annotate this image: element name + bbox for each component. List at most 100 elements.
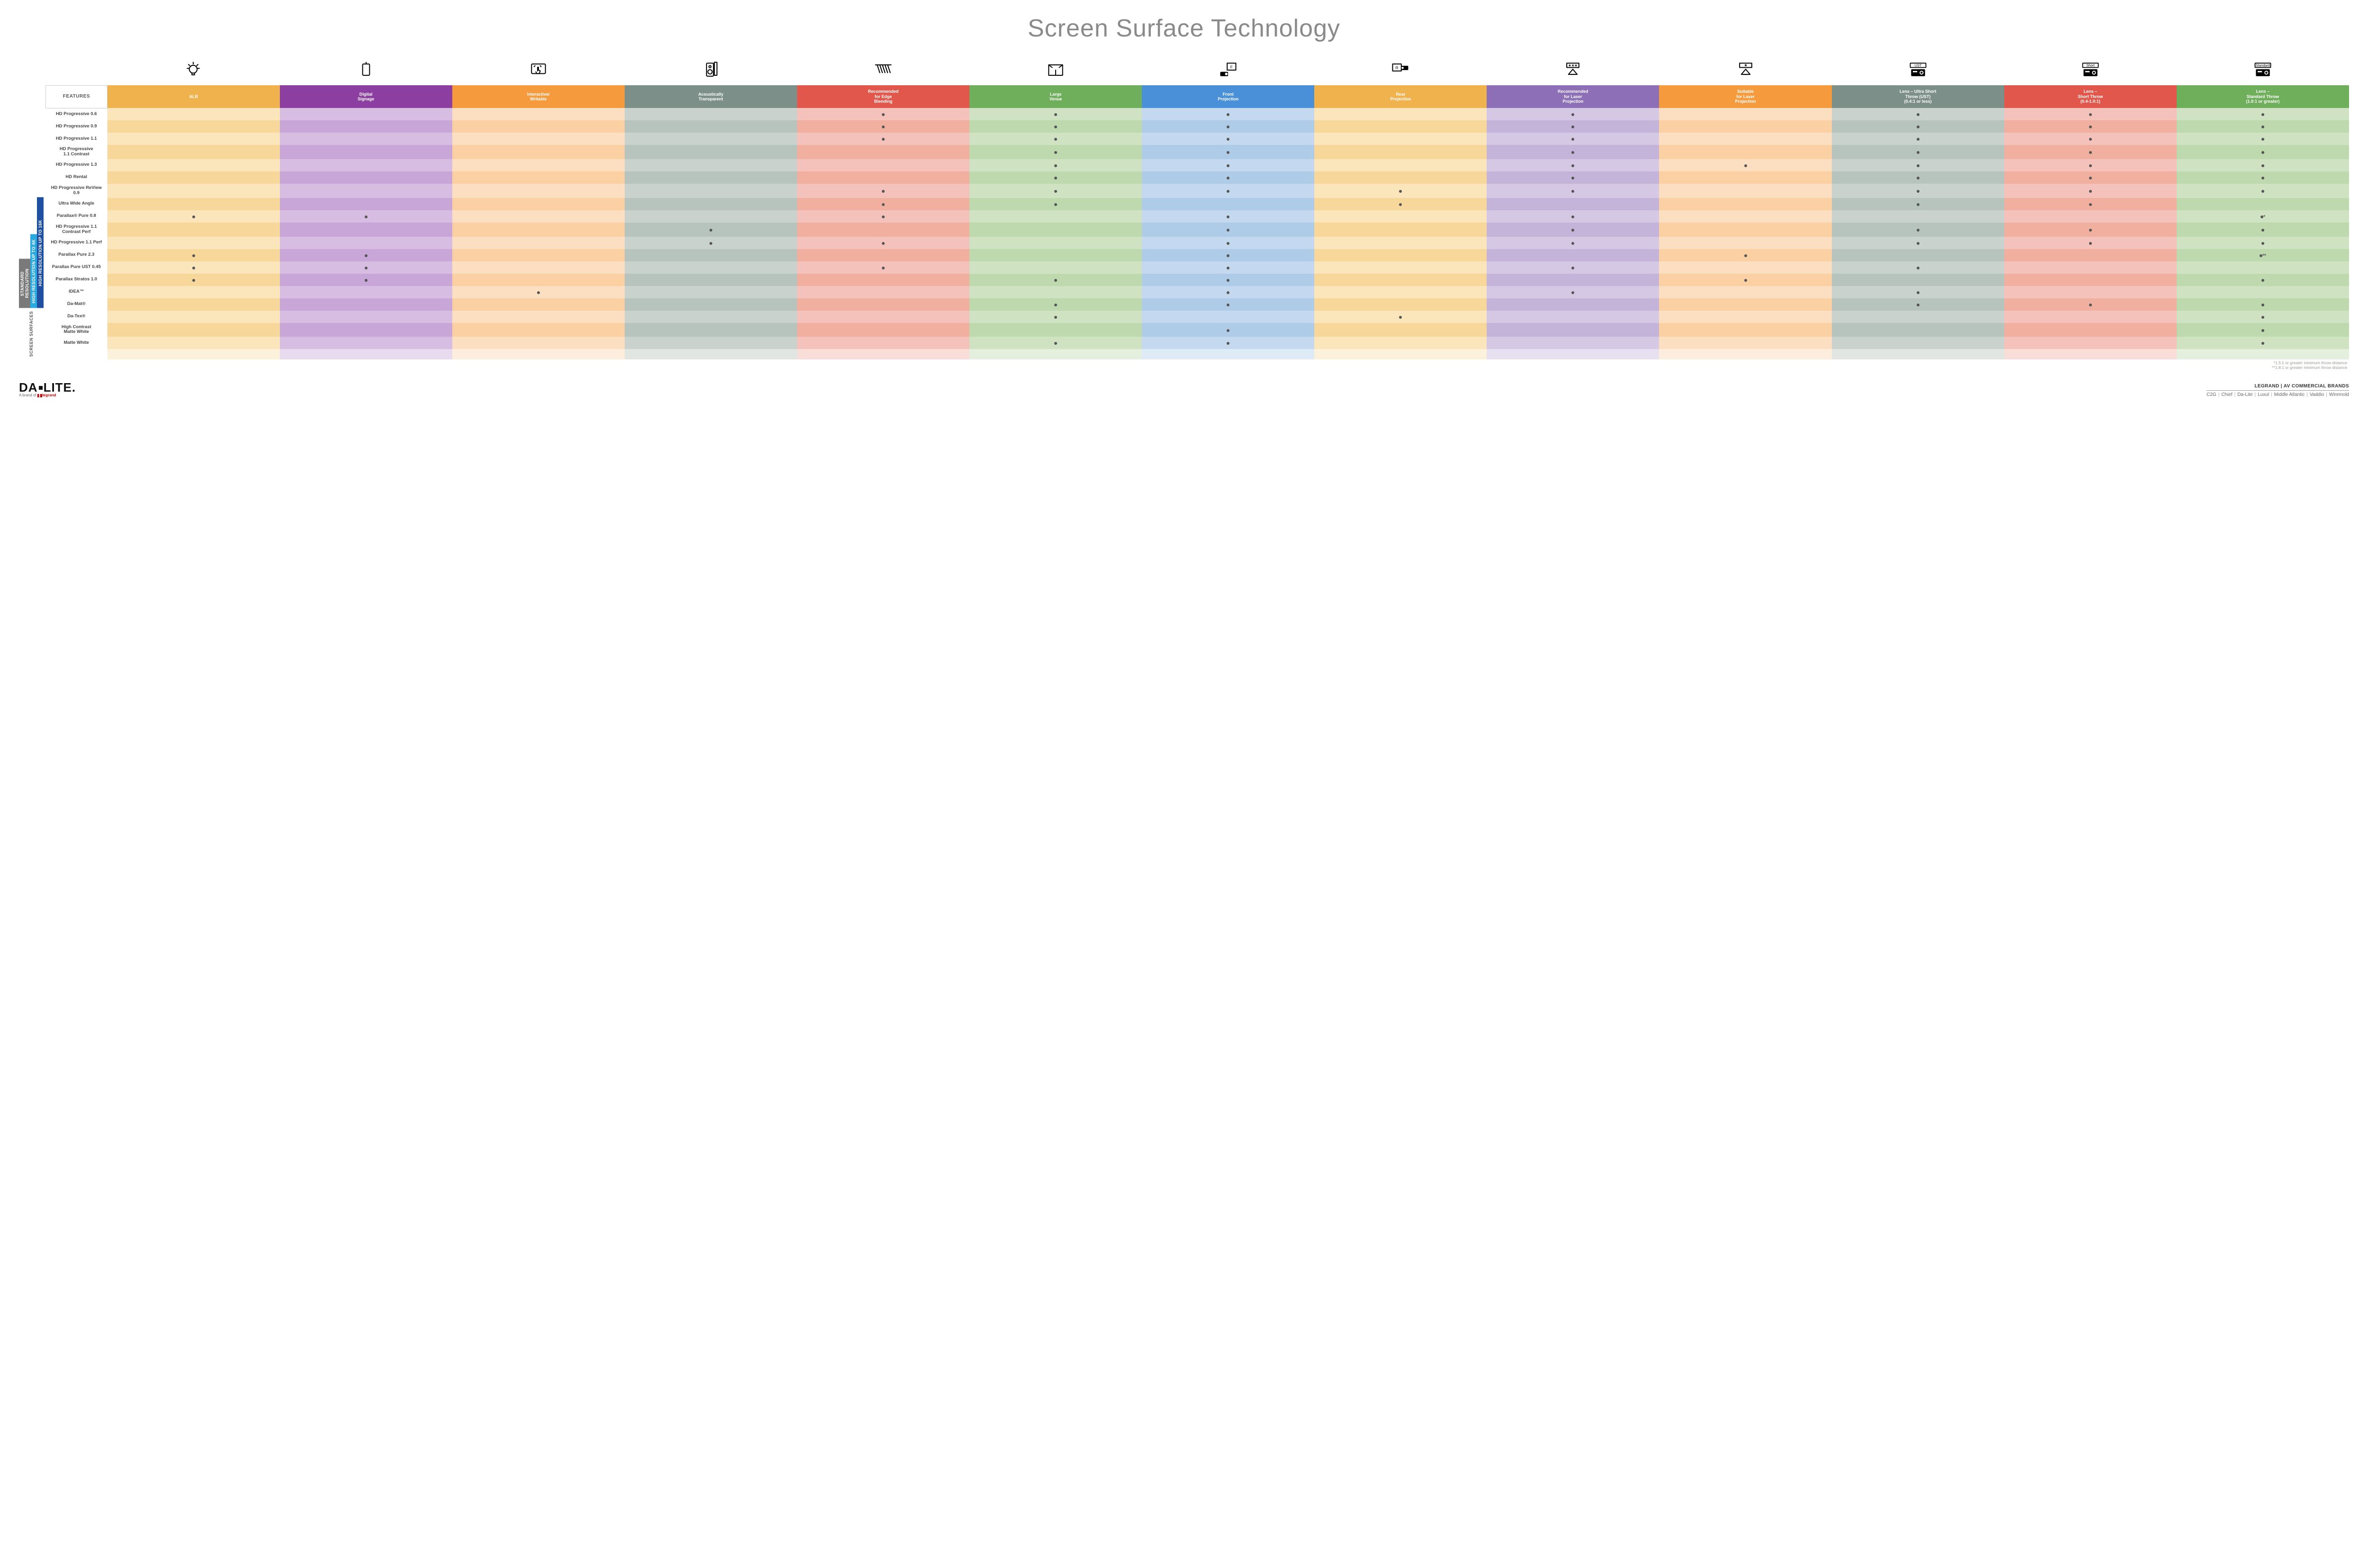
cell bbox=[969, 274, 1142, 286]
cell bbox=[108, 120, 280, 133]
cell bbox=[1832, 323, 2004, 337]
cell bbox=[280, 298, 452, 311]
cell bbox=[1832, 133, 2004, 145]
cell bbox=[280, 311, 452, 323]
row-label: Parallax Stratos 1.0 bbox=[46, 274, 108, 286]
cell bbox=[280, 223, 452, 237]
table-row: HD Progressive 0.9 bbox=[46, 120, 2350, 133]
column-icon-alr bbox=[108, 57, 280, 85]
cell bbox=[1487, 108, 1659, 120]
cell bbox=[1659, 298, 1831, 311]
cell bbox=[1487, 145, 1659, 159]
footer-brand: Vaddio bbox=[2310, 392, 2324, 397]
cell bbox=[1314, 237, 1487, 249]
cell bbox=[280, 323, 452, 337]
cell bbox=[1142, 184, 1314, 198]
row-label: Parallax® Pure 0.8 bbox=[46, 210, 108, 223]
cell bbox=[108, 274, 280, 286]
column-header-front: FrontProjection bbox=[1142, 85, 1314, 108]
cell bbox=[797, 171, 969, 184]
cell bbox=[1832, 198, 2004, 210]
cell bbox=[280, 286, 452, 298]
cell bbox=[1659, 249, 1831, 261]
row-label: HD Progressive 1.1Contrast Perf bbox=[46, 223, 108, 237]
cell bbox=[108, 198, 280, 210]
cell bbox=[1832, 171, 2004, 184]
cell bbox=[2177, 261, 2349, 274]
row-label: HD Progressive 1.3 bbox=[46, 159, 108, 171]
cell bbox=[1142, 298, 1314, 311]
cell bbox=[625, 133, 797, 145]
column-icon-front: F bbox=[1142, 57, 1314, 85]
cell bbox=[1142, 249, 1314, 261]
cell bbox=[797, 145, 969, 159]
cell bbox=[2004, 311, 2177, 323]
cell bbox=[797, 286, 969, 298]
cell bbox=[2004, 133, 2177, 145]
cell bbox=[2004, 171, 2177, 184]
cell bbox=[625, 108, 797, 120]
cell bbox=[797, 159, 969, 171]
cell bbox=[2004, 210, 2177, 223]
cell bbox=[280, 171, 452, 184]
cell bbox=[1659, 108, 1831, 120]
cell bbox=[1659, 198, 1831, 210]
cell bbox=[1659, 237, 1831, 249]
cell bbox=[1832, 261, 2004, 274]
cell bbox=[1832, 120, 2004, 133]
cell bbox=[969, 223, 1142, 237]
cell bbox=[625, 286, 797, 298]
cell bbox=[452, 108, 625, 120]
cell bbox=[2004, 184, 2177, 198]
cell bbox=[625, 171, 797, 184]
cell bbox=[280, 249, 452, 261]
table-row: HD Progressive 1.3 bbox=[46, 159, 2350, 171]
table-row: Da-Mat® bbox=[46, 298, 2350, 311]
cell bbox=[1659, 159, 1831, 171]
cell bbox=[625, 323, 797, 337]
column-header-alr: ALR bbox=[108, 85, 280, 108]
cell bbox=[452, 145, 625, 159]
cell bbox=[1832, 145, 2004, 159]
cell bbox=[280, 159, 452, 171]
cell bbox=[969, 237, 1142, 249]
cell bbox=[969, 120, 1142, 133]
cell bbox=[1832, 159, 2004, 171]
cell bbox=[969, 159, 1142, 171]
footer-right: LEGRAND | AV COMMERCIAL BRANDS C2G|Chief… bbox=[2207, 384, 2349, 397]
cell bbox=[108, 184, 280, 198]
brand-logo: DALITE. bbox=[19, 381, 76, 394]
cell bbox=[1314, 311, 1487, 323]
cell bbox=[280, 145, 452, 159]
cell bbox=[2177, 311, 2349, 323]
cell bbox=[2177, 223, 2349, 237]
column-icon-acoustic bbox=[625, 57, 797, 85]
cell bbox=[969, 145, 1142, 159]
column-header-rear: RearProjection bbox=[1314, 85, 1487, 108]
cell bbox=[2177, 298, 2349, 311]
cell bbox=[969, 337, 1142, 349]
cell bbox=[1487, 171, 1659, 184]
footer-brand: Middle Atlantic bbox=[2274, 392, 2305, 397]
cell bbox=[1487, 237, 1659, 249]
cell bbox=[108, 210, 280, 223]
cell bbox=[1487, 184, 1659, 198]
row-label: Parallax Pure UST 0.45 bbox=[46, 261, 108, 274]
cell bbox=[1314, 184, 1487, 198]
row-label: Da-Mat® bbox=[46, 298, 108, 311]
cell bbox=[1659, 184, 1831, 198]
cell bbox=[108, 286, 280, 298]
cell bbox=[969, 198, 1142, 210]
column-icon-lens_ust: UST bbox=[1832, 57, 2004, 85]
svg-text:UST: UST bbox=[1914, 63, 1921, 67]
cell bbox=[2004, 120, 2177, 133]
table-row: Parallax® Pure 0.8* bbox=[46, 210, 2350, 223]
cell bbox=[1487, 337, 1659, 349]
footer: DALITE. A brand of ❚legrand LEGRAND | AV… bbox=[19, 378, 2349, 397]
row-label: HD Progressive 1.1 Perf bbox=[46, 237, 108, 249]
cell bbox=[1659, 323, 1831, 337]
side-labels: SCREEN SURFACES HIGH RESOLUTION UP TO 16… bbox=[19, 108, 44, 359]
svg-text:★: ★ bbox=[1744, 63, 1747, 67]
cell bbox=[625, 184, 797, 198]
footer-brands: C2G|Chief|Da-Lite|Luxul|Middle Atlantic|… bbox=[2207, 392, 2349, 397]
